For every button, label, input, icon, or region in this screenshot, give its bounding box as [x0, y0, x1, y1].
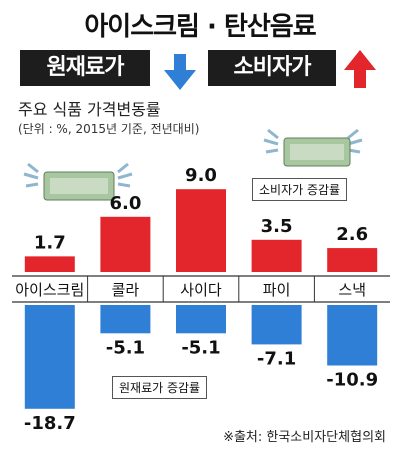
material-value-label: -7.1: [257, 348, 296, 369]
material-bar: [24, 305, 75, 409]
material-value-label: -5.1: [106, 337, 145, 358]
down-arrow-icon: [164, 54, 196, 90]
material-value-label: -5.1: [181, 337, 220, 358]
consumer-bar: [251, 239, 302, 272]
consumer-price-tag: 소비자가: [208, 50, 336, 86]
consumer-value-label: 1.7: [34, 232, 66, 253]
category-label: 사이다: [180, 281, 222, 299]
material-price-tag: 원재료가: [20, 50, 150, 86]
material-bar: [100, 305, 151, 334]
money-wings-icon: [263, 128, 363, 167]
category-label: 파이: [263, 281, 291, 299]
consumer-value-label: 2.6: [336, 224, 368, 245]
consumer-bar: [100, 216, 151, 272]
consumer-value-label: 3.5: [261, 216, 293, 237]
consumer-value-label: 9.0: [185, 165, 217, 186]
material-bar: [327, 305, 378, 366]
consumer-bar: [327, 248, 378, 272]
chart-subtitle: 주요 식품 가격변동률: [18, 100, 161, 119]
material-bar: [176, 305, 226, 334]
up-arrow-icon: [344, 50, 376, 88]
unit-note: (단위 : %, 2015년 기준, 전년대비): [18, 122, 200, 136]
material-bar: [251, 305, 302, 345]
consumer-bar: [176, 189, 226, 272]
consumer-series-label: 소비자가 증감률: [252, 178, 348, 201]
material-series-label: 원재료가 증감률: [112, 376, 208, 399]
consumer-value-label: 6.0: [109, 193, 141, 214]
money-wings-icon: [23, 162, 133, 201]
source-note: ※출처: 한국소비자단체협의회: [223, 430, 386, 445]
material-value-label: -18.7: [24, 413, 76, 434]
category-label: 콜라: [112, 281, 140, 299]
category-label: 아이스크림: [15, 281, 84, 299]
material-value-label: -10.9: [326, 369, 378, 390]
consumer-bar: [24, 256, 75, 272]
category-label: 스낵: [338, 281, 366, 299]
chart-title: 아이스크림 · 탄산음료: [84, 12, 316, 42]
